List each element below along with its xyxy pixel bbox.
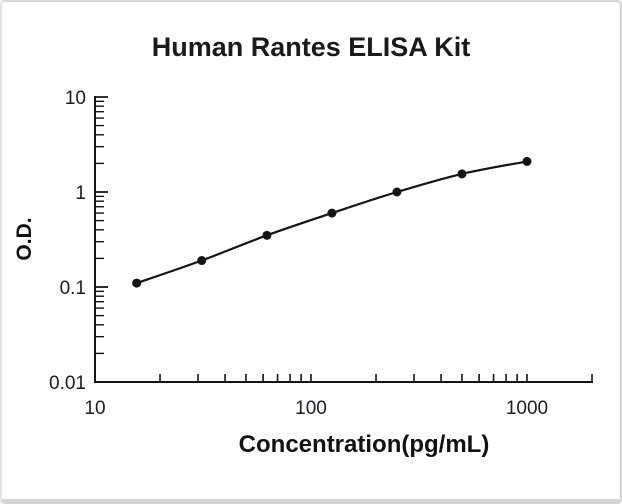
x-axis-title: Concentration(pg/mL) [238, 431, 490, 458]
y-tick-label: 1 [75, 183, 86, 204]
x-tick-label: 1000 [506, 398, 548, 419]
data-point-marker [262, 230, 272, 240]
x-tick-label: 10 [84, 398, 105, 419]
x-tick-label: 100 [295, 398, 327, 419]
data-point-marker [457, 169, 467, 179]
data-point-marker [522, 156, 532, 166]
y-tick-label: 10 [65, 88, 86, 109]
data-point-marker [197, 256, 207, 266]
y-tick-label: 0.01 [49, 373, 86, 394]
standard-curve-line [135, 160, 529, 285]
data-point-marker [392, 187, 402, 197]
y-tick-label: 0.1 [60, 278, 86, 299]
data-point-marker [327, 208, 337, 218]
y-axis-title: O.D. [13, 217, 36, 261]
chart-title: Human Rantes ELISA Kit [151, 32, 471, 62]
data-point-marker [132, 278, 142, 288]
